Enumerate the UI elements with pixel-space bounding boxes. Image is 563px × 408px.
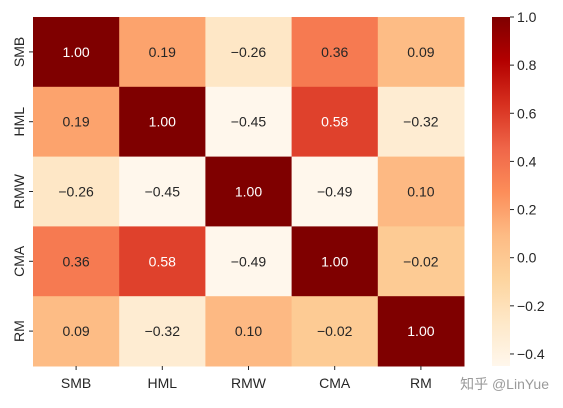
cell-value-label: 1.00 [62,44,89,60]
cell-value-label: −0.49 [317,184,353,200]
colorbar-tick-label: 1.0 [517,9,537,25]
heatmap-cell-rmw-cma [291,156,379,227]
y-axis: SMB HML RMW CMA RM [11,37,33,342]
colorbar-tick-label: 0.4 [517,153,537,169]
y-tick-label-smb: SMB [11,37,27,67]
heatmap-cell-cma-rmw [205,226,293,297]
x-tick-label-rmw: RMW [231,375,267,391]
heatmap-cell-rmw-rm [377,156,465,227]
heatmap-cells: 1.00 0.19 −0.26 0.36 0.09 0.19 1.00 −0.45 0.58 −0… [33,17,465,367]
heatmap-cell-cma-rm [377,226,465,297]
heatmap-cell-smb-smb [33,17,120,88]
y-tick-label-rm: RM [11,320,27,342]
heatmap-cell-rmw-rmw [205,156,293,227]
cell-value-label: 1.00 [149,114,176,130]
y-tick-label-cma: CMA [11,245,27,277]
heatmap-cell-hml-rm [377,86,465,158]
cell-value-label: −0.32 [403,114,439,130]
y-tick-label-hml: HML [11,107,27,137]
heatmap-cell-cma-smb [33,226,120,297]
colorbar [492,17,510,366]
cell-value-label: 0.58 [321,114,348,130]
heatmap-cell-hml-smb [33,86,120,158]
heatmap-cell-hml-rmw [205,86,293,158]
cell-value-label: 0.19 [149,44,176,60]
x-tick-label-hml: HML [148,375,178,391]
colorbar-tick-label: −0.2 [517,298,545,314]
heatmap-cell-rmw-hml [119,156,206,227]
cell-value-label: −0.26 [231,44,267,60]
cell-value-label: 0.58 [149,253,176,269]
heatmap-cell-smb-cma [291,17,379,88]
colorbar-tick-label: 0.8 [517,57,537,73]
cell-value-label: 1.00 [321,253,348,269]
heatmap-cell-hml-hml [119,86,206,158]
watermark: 知乎 @LinYue [460,376,549,392]
colorbar-ticks: 1.0 0.8 0.6 0.4 0.2 0.0 −0.2 −0.4 [510,9,545,362]
colorbar-tick-label: 0.6 [517,105,537,121]
colorbar-tick-label: 0.0 [517,250,537,266]
x-tick-label-cma: CMA [319,375,351,391]
cell-value-label: 0.10 [407,184,434,200]
heatmap-cell-cma-cma [291,226,379,297]
cell-value-label: 0.10 [235,323,262,339]
colorbar-tick-label: 0.2 [517,202,537,218]
cell-value-label: −0.02 [403,253,439,269]
cell-value-label: −0.26 [58,184,94,200]
heatmap-cell-rmw-smb [33,156,120,227]
heatmap-cell-rm-smb [33,296,120,367]
cell-value-label: 0.19 [62,114,89,130]
heatmap-cell-rm-hml [119,296,206,367]
cell-value-label: 1.00 [235,184,262,200]
heatmap-cell-smb-rm [377,17,465,88]
cell-value-label: 0.09 [407,44,434,60]
cell-value-label: −0.45 [145,184,181,200]
cell-value-label: 0.36 [321,44,348,60]
x-axis: SMB HML RMW CMA RM [61,366,432,391]
cell-value-label: −0.02 [317,323,353,339]
cell-value-label: 0.09 [62,323,89,339]
heatmap-cell-rm-cma [291,296,379,367]
heatmap-cell-cma-hml [119,226,206,297]
x-tick-label-rm: RM [410,375,432,391]
cell-value-label: −0.32 [145,323,181,339]
y-tick-label-rmw: RMW [11,173,27,209]
cell-value-label: 0.36 [62,253,89,269]
cell-value-label: −0.49 [231,253,267,269]
heatmap-cell-rm-rm [377,296,465,367]
heatmap-cell-smb-hml [119,17,206,88]
colorbar-tick-label: −0.4 [517,346,545,362]
heatmap-cell-hml-cma [291,86,379,158]
x-tick-label-smb: SMB [61,375,91,391]
heatmap-cell-smb-rmw [205,17,293,88]
heatmap-cell-rm-rmw [205,296,293,367]
cell-value-label: 1.00 [407,323,434,339]
cell-value-label: −0.45 [231,114,267,130]
